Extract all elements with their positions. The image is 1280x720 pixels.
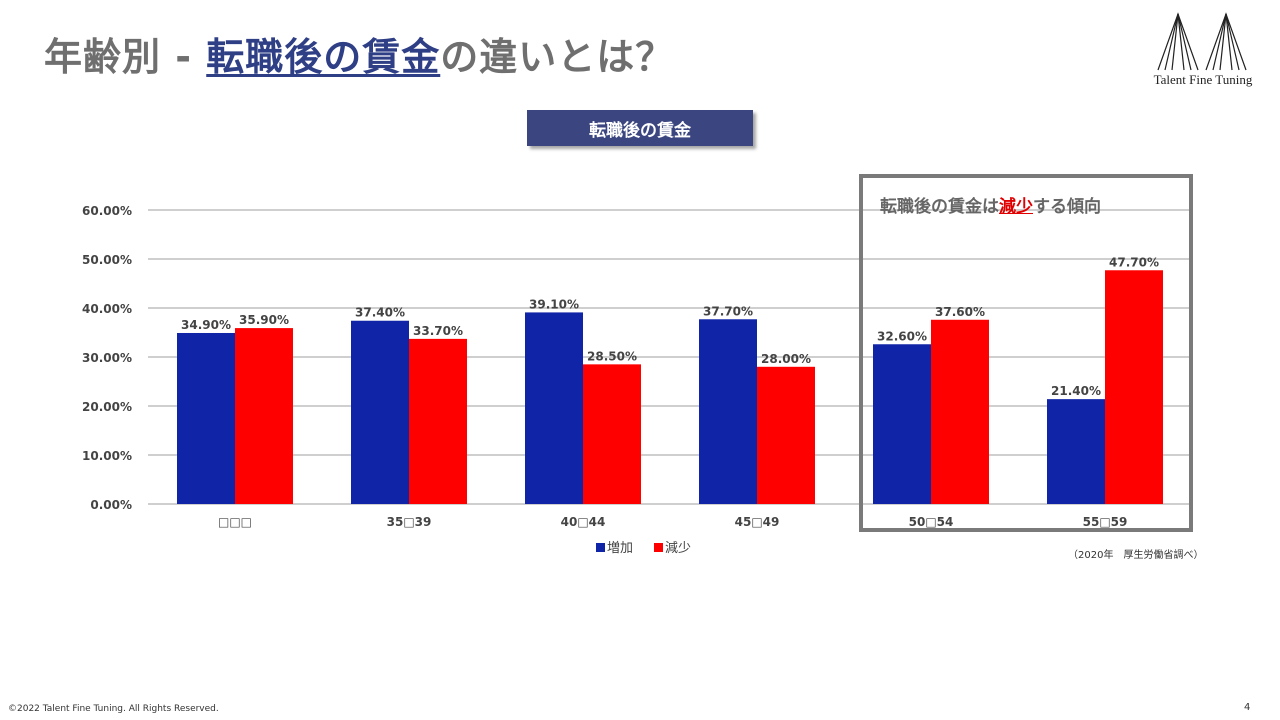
data-label: 28.00%	[761, 352, 811, 366]
x-tick-label: 50□54	[909, 515, 954, 529]
source-note: （2020年 厚生労働省調べ）	[1068, 550, 1204, 561]
bar-decrease	[757, 366, 815, 504]
logo-icon	[1157, 12, 1247, 71]
bar-decrease	[409, 338, 467, 504]
data-label: 34.90%	[181, 318, 231, 332]
data-label: 21.40%	[1051, 384, 1101, 398]
data-label: 39.10%	[529, 297, 579, 311]
data-label: 33.70%	[413, 324, 463, 338]
legend-label: 減少	[665, 540, 691, 556]
y-tick-label: 50.00%	[82, 253, 132, 267]
data-label: 37.40%	[355, 306, 405, 320]
bar-increase	[177, 332, 235, 504]
page-number: 4	[1244, 702, 1251, 713]
data-label: 28.50%	[587, 349, 637, 363]
page-title: 年齢別 - 転職後の賃金の違いとは？	[44, 26, 674, 81]
bar-decrease	[931, 319, 989, 504]
bar-decrease	[583, 364, 641, 504]
data-label: 47.70%	[1109, 255, 1159, 269]
chart-heading: 転職後の賃金	[527, 110, 753, 146]
legend-swatch	[654, 543, 663, 552]
x-tick-label: 40□44	[561, 515, 606, 529]
y-tick-label: 20.00%	[82, 400, 132, 414]
x-tick-label: 35□39	[387, 515, 432, 529]
bar-increase	[699, 319, 757, 504]
data-label: 35.90%	[239, 313, 289, 327]
x-tick-label: □□□	[218, 515, 252, 529]
bar-increase	[873, 344, 931, 504]
data-label: 37.70%	[703, 304, 753, 318]
annotation-prefix: 転職後の賃金は	[880, 197, 999, 217]
y-tick-label: 60.00%	[82, 204, 132, 218]
highlight-box	[859, 174, 1193, 532]
bar-increase	[525, 312, 583, 504]
title-highlight: 転職後の賃金	[206, 35, 441, 79]
legend-swatch	[596, 543, 605, 552]
x-tick-label: 45□49	[735, 515, 780, 529]
bar-decrease	[1105, 270, 1163, 504]
y-tick-label: 10.00%	[82, 449, 132, 463]
y-tick-label: 0.00%	[90, 498, 132, 512]
legend-label: 増加	[607, 541, 633, 556]
bar-increase	[1047, 399, 1105, 504]
copyright-footer: ©2022 Talent Fine Tuning. All Rights Res…	[8, 704, 219, 714]
annotation: 転職後の賃金は減少する傾向	[880, 192, 1101, 217]
title-prefix: 年齢別 -	[44, 35, 207, 79]
bar-increase	[351, 320, 409, 504]
bar-chart: 0.00% 10.00% 20.00% 30.00% 40.00% 50.00% 60.00…	[82, 204, 1192, 556]
y-tick-label: 30.00%	[82, 351, 132, 365]
logo-text: Talent Fine Tuning	[1153, 72, 1253, 87]
data-label: 32.60%	[877, 329, 927, 343]
bar-decrease	[235, 328, 293, 504]
title-suffix: の違いとは？	[440, 35, 675, 79]
data-label: 37.60%	[935, 305, 985, 319]
x-tick-label: 55□59	[1083, 515, 1128, 529]
annotation-highlight: 減少	[999, 197, 1033, 217]
annotation-suffix: する傾向	[1033, 197, 1101, 217]
y-tick-label: 40.00%	[82, 302, 132, 316]
